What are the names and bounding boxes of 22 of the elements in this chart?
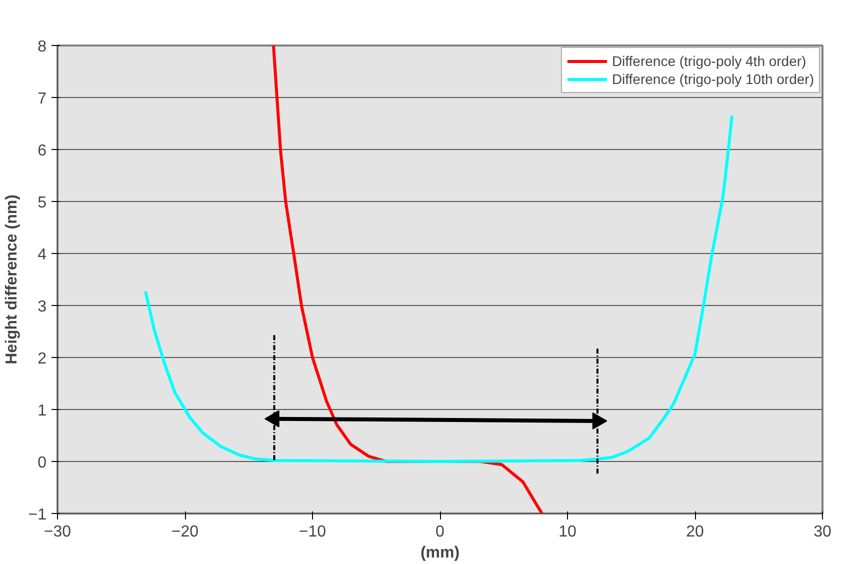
y-tick-label: 4 bbox=[38, 246, 47, 264]
x-tick-label: −10 bbox=[298, 524, 326, 540]
x-tick-label: 30 bbox=[814, 524, 832, 540]
x-tick-label: 20 bbox=[686, 524, 704, 540]
y-tick-label: 2 bbox=[38, 350, 47, 368]
x-tick-label: 0 bbox=[436, 524, 445, 540]
x-tick-label: 10 bbox=[558, 524, 576, 540]
y-tick-label: 8 bbox=[38, 38, 47, 56]
y-tick-label: 3 bbox=[38, 298, 47, 316]
y-tick-label: 7 bbox=[38, 90, 47, 108]
y-tick-label: 5 bbox=[38, 194, 47, 212]
x-tick-label: −30 bbox=[44, 524, 72, 540]
x-tick-label: −20 bbox=[171, 524, 199, 540]
legend-label: Difference (trigo-poly 4th order) bbox=[612, 53, 806, 69]
y-tick-label: 1 bbox=[38, 402, 47, 420]
x-axis-title: (mm) bbox=[420, 544, 460, 562]
legend-label: Difference (trigo-poly 10th order) bbox=[612, 71, 814, 87]
y-tick-label: −1 bbox=[28, 506, 47, 524]
y-tick-label: 0 bbox=[38, 454, 47, 472]
line-series bbox=[144, 114, 734, 463]
y-tick-label: 6 bbox=[38, 142, 47, 160]
y-axis-title: Height difference (nm) bbox=[3, 194, 20, 364]
